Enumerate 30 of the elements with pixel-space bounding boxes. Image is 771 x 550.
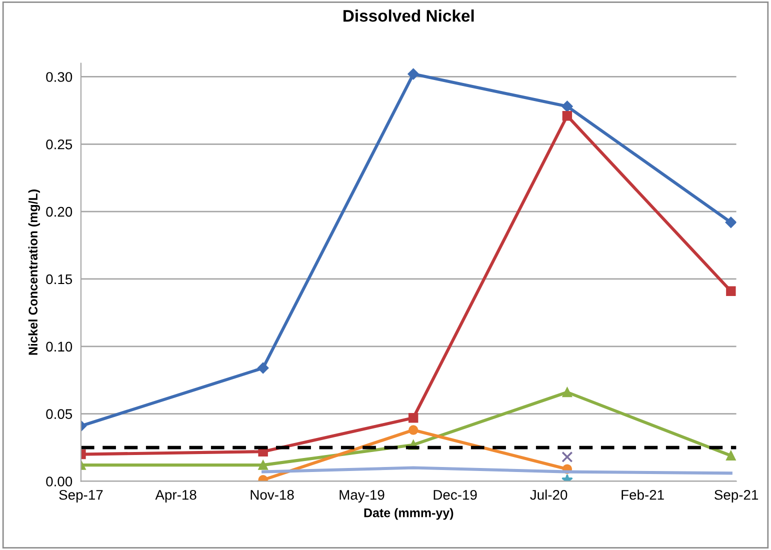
x-tick-label: Nov-18 (250, 490, 294, 500)
chart-title: Dissolved Nickel (344, 10, 474, 22)
x-tick-label: Sep-21 (714, 490, 758, 503)
y-tick-label: 0.05 (46, 409, 72, 419)
point (408, 413, 418, 423)
y-tick-label: 0.30 (46, 72, 72, 82)
y-tick-label: 0.25 (46, 139, 72, 150)
y-tick-label: 0.00 (46, 476, 72, 486)
point (258, 460, 268, 470)
point (408, 425, 418, 435)
y-tick-label: 0.15 (46, 274, 72, 284)
x-tick-label: Dec-19 (434, 490, 477, 500)
point (725, 216, 736, 228)
x-tick-label: Feb-21 (622, 490, 664, 500)
y-tick-label: 0.20 (46, 206, 72, 217)
point (562, 451, 573, 463)
point (408, 68, 419, 80)
point (726, 286, 736, 296)
point (562, 110, 572, 121)
y-tick-label: 0.10 (46, 342, 72, 352)
x-tick-label: Sep-17 (59, 490, 103, 503)
x-tick-label: Apr-18 (155, 490, 196, 503)
point (257, 362, 269, 374)
x-axis-title: Date (mmm-yy) (364, 508, 454, 520)
point (726, 450, 736, 460)
x-tick-label: Jul-20 (530, 490, 568, 500)
y-axis-title: Nickel Concentration (mg/L) (28, 190, 40, 355)
x-tick-label: May-19 (340, 490, 384, 503)
point (562, 387, 572, 398)
point (562, 100, 573, 112)
